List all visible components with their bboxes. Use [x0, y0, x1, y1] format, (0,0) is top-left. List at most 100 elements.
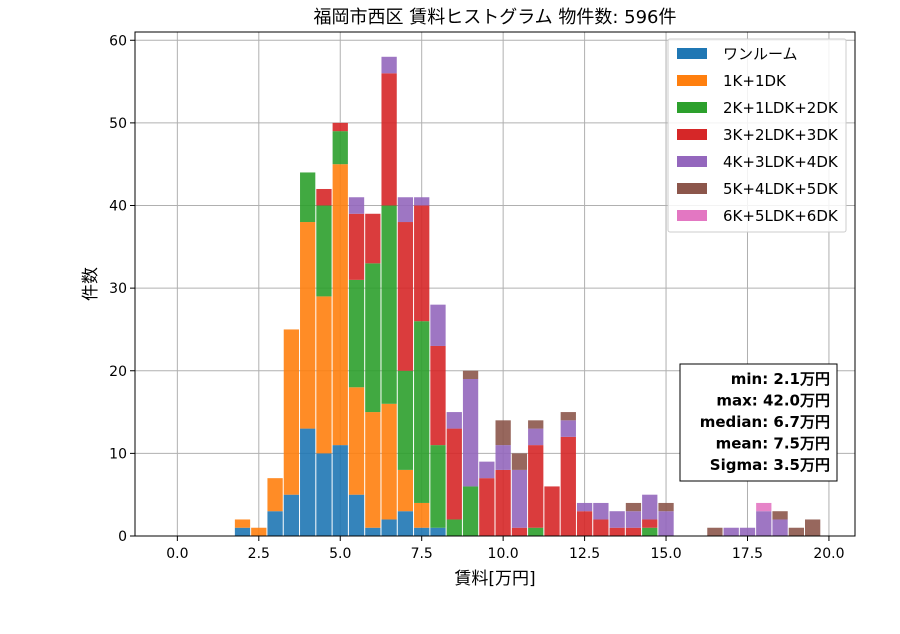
- bar-segment: [446, 428, 462, 520]
- x-tick-label: 10.0: [488, 546, 519, 562]
- bar-segment: [576, 502, 593, 512]
- bar-segment: [381, 205, 397, 404]
- bar-segment: [430, 304, 446, 346]
- bar-segment: [511, 453, 528, 470]
- stats-line: median: 6.7万円: [700, 413, 830, 431]
- bar-segment: [528, 445, 544, 528]
- bar-segment: [348, 213, 365, 280]
- bar-segment: [625, 527, 642, 536]
- legend-label: 1K+1DK: [723, 72, 787, 90]
- legend-swatch: [677, 48, 707, 59]
- stats-frame: [679, 363, 838, 482]
- bar-segment: [756, 502, 772, 512]
- bar-segment: [462, 379, 479, 487]
- bar-segment: [430, 445, 446, 528]
- legend-swatch: [677, 102, 707, 113]
- bar-segment: [495, 469, 511, 536]
- bar-segment: [446, 412, 462, 429]
- legend-label: 5K+4LDK+5DK: [723, 180, 839, 198]
- bar-segment: [348, 279, 365, 388]
- chart-title: 福岡市西区 賃料ヒストグラム 物件数: 596件: [313, 7, 676, 28]
- bar-segment: [625, 502, 642, 512]
- bar-segment: [642, 519, 658, 528]
- bar-segment: [316, 188, 332, 206]
- bar-segment: [348, 494, 365, 536]
- bar-segment: [609, 511, 625, 528]
- bar-segment: [479, 461, 495, 479]
- legend-label: 3K+2LDK+3DK: [723, 126, 839, 144]
- bar-segment: [332, 122, 348, 132]
- bar-segment: [414, 321, 430, 503]
- bar-segment: [479, 478, 495, 536]
- bar-segment: [348, 387, 365, 495]
- bar-segment: [658, 502, 674, 512]
- bar-segment: [381, 73, 397, 206]
- y-tick-label: 20: [109, 364, 127, 380]
- x-tick-label: 15.0: [650, 546, 681, 562]
- bar-segment: [462, 486, 479, 536]
- bar-segment: [414, 197, 430, 206]
- legend-label: 6K+5LDK+6DK: [723, 207, 839, 225]
- bar-segment: [756, 511, 772, 536]
- bar-segment: [430, 345, 446, 446]
- bar-segment: [365, 213, 381, 264]
- bar-segment: [560, 436, 576, 536]
- stats-line: max: 42.0万円: [716, 392, 830, 410]
- bar-segment: [642, 527, 658, 536]
- bar-segment: [560, 420, 576, 437]
- legend-swatch: [677, 210, 707, 221]
- y-axis-title: 件数: [81, 267, 101, 301]
- bar-segment: [365, 263, 381, 413]
- bar-segment: [805, 519, 821, 536]
- bar-segment: [251, 527, 267, 536]
- bars: [234, 56, 821, 536]
- bar-segment: [528, 428, 544, 446]
- bar-segment: [528, 527, 544, 536]
- stats-line: min: 2.1万円: [731, 370, 830, 388]
- bar-segment: [365, 527, 381, 536]
- bar-segment: [365, 412, 381, 528]
- y-tick-label: 10: [109, 446, 127, 462]
- bar-segment: [511, 469, 528, 528]
- x-tick-label: 2.5: [248, 546, 270, 562]
- bar-segment: [560, 412, 576, 421]
- stats-box: min: 2.1万円 max: 42.0万円 median: 6.7万円 mean: …: [679, 363, 838, 482]
- bar-segment: [267, 511, 283, 536]
- legend-swatch: [677, 183, 707, 194]
- bar-segment: [381, 56, 397, 74]
- bar-segment: [772, 519, 788, 536]
- y-tick-label: 60: [109, 33, 127, 49]
- bar-segment: [381, 519, 397, 536]
- bar-segment: [332, 131, 348, 165]
- legend-label: 2K+1LDK+2DK: [723, 99, 839, 117]
- bar-segment: [234, 519, 251, 528]
- bar-segment: [397, 370, 414, 470]
- bar-segment: [723, 527, 739, 536]
- y-axis-ticks: 0 10 20 30 40 50 60: [109, 33, 135, 545]
- bar-segment: [414, 502, 430, 528]
- y-tick-label: 30: [109, 281, 127, 297]
- legend-label: ワンルーム: [723, 45, 798, 63]
- stats-line: Sigma: 3.5万円: [710, 456, 830, 474]
- legend-label: 4K+3LDK+4DK: [723, 153, 839, 171]
- bar-segment: [576, 511, 593, 536]
- bar-segment: [267, 478, 283, 512]
- bar-segment: [316, 205, 332, 297]
- bar-segment: [511, 527, 528, 536]
- bar-segment: [300, 222, 316, 429]
- bar-segment: [332, 164, 348, 446]
- bar-segment: [739, 527, 756, 536]
- bar-segment: [446, 519, 462, 536]
- bar-segment: [462, 370, 479, 380]
- bar-segment: [658, 511, 674, 536]
- bar-segment: [430, 527, 446, 536]
- legend-swatch: [677, 129, 707, 140]
- bar-segment: [544, 486, 560, 536]
- bar-segment: [414, 205, 430, 322]
- x-tick-label: 7.5: [411, 546, 433, 562]
- y-tick-label: 50: [109, 116, 127, 132]
- x-tick-label: 17.5: [732, 546, 763, 562]
- legend-swatch: [677, 156, 707, 167]
